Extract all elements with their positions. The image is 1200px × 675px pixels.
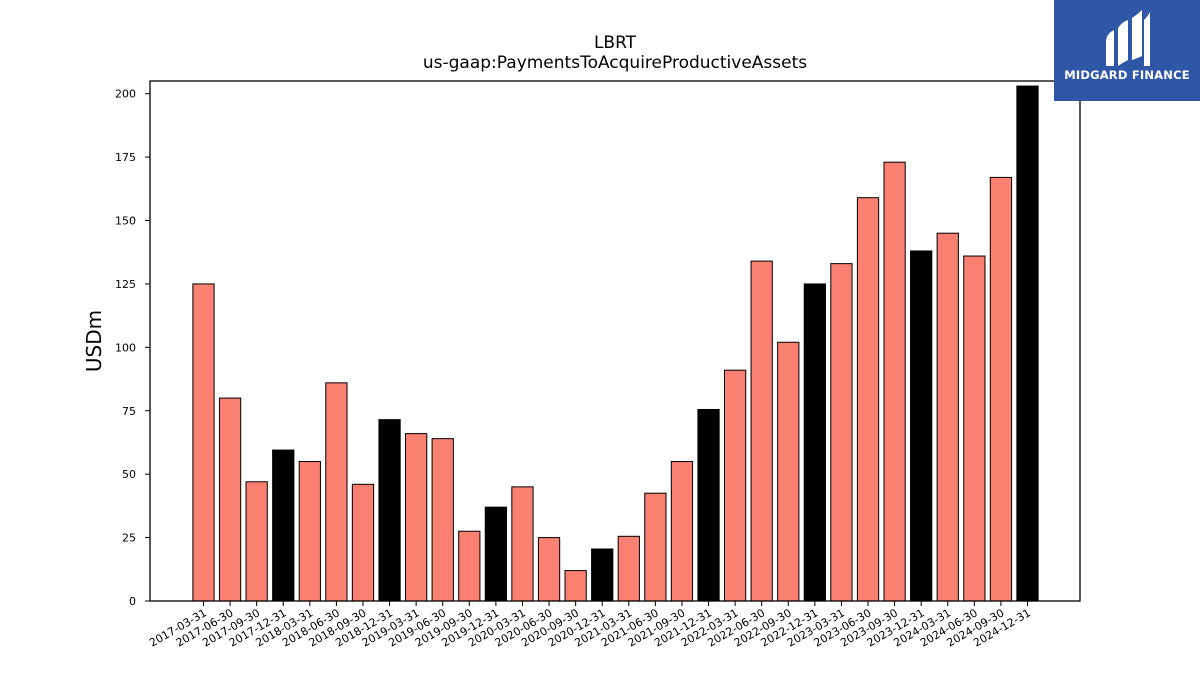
y-axis: 0 25 50 75 100 125 150 175 200 [115, 88, 150, 608]
y-tick-label: 150 [115, 215, 136, 228]
y-tick-label: 175 [115, 151, 136, 164]
bar-2024-03-31 [936, 232, 959, 602]
bar-2017-06-30 [218, 397, 242, 602]
bar-2019-09-30 [458, 530, 481, 602]
y-tick-label: 200 [115, 88, 136, 101]
bar-2017-03-31 [192, 283, 215, 602]
bar-2019-06-30 [431, 438, 454, 602]
bar-2018-09-30 [351, 483, 375, 602]
bar-2022-03-31 [723, 369, 747, 602]
bar-2024-06-30 [963, 255, 986, 602]
y-tick-label: 0 [129, 595, 136, 608]
bar-2018-03-31 [298, 460, 321, 602]
bar-2020-06-30 [537, 537, 561, 602]
bar-2018-12-31 [378, 419, 401, 602]
bar-2020-03-31 [511, 486, 534, 602]
bar-2023-06-30 [856, 197, 880, 602]
bars-group [192, 85, 1039, 602]
y-tick-label: 75 [122, 405, 136, 418]
y-tick-label: 125 [115, 278, 136, 291]
bar-2024-12-31 [1016, 85, 1039, 602]
bar-2021-03-31 [617, 535, 640, 602]
y-axis-label: USDm [82, 310, 106, 372]
bar-2021-12-31 [697, 408, 720, 602]
y-tick-label: 25 [122, 532, 136, 545]
y-tick-label: 100 [115, 341, 136, 354]
bar-2023-12-31 [910, 250, 933, 602]
bar-2022-06-30 [750, 260, 773, 602]
bar-2021-09-30 [670, 460, 694, 602]
bar-2020-12-31 [591, 548, 614, 602]
bar-2022-09-30 [777, 341, 800, 602]
bar-2021-06-30 [644, 492, 667, 602]
bar-2019-12-31 [484, 506, 508, 602]
bar-2019-03-31 [405, 433, 428, 602]
chart-subtitle: us-gaap:PaymentsToAcquireProductiveAsset… [423, 53, 807, 73]
bar-2023-09-30 [883, 161, 906, 602]
bar-2023-03-31 [830, 263, 853, 602]
plot-frame [149, 80, 1081, 602]
bar-2017-09-30 [245, 481, 268, 602]
bar-2022-12-31 [803, 283, 826, 602]
bar-2024-09-30 [989, 176, 1013, 602]
bar-2018-06-30 [325, 382, 348, 602]
y-tick-label: 50 [122, 468, 136, 481]
chart-title: LBRT [594, 33, 637, 53]
x-axis: 2017-03-312017-06-302017-09-302017-12-31… [147, 601, 1033, 650]
midgard-logo-icon [1106, 10, 1150, 66]
brand-name: MIDGARD FINANCE [1064, 68, 1190, 82]
brand-logo: MIDGARD FINANCE [1054, 0, 1200, 101]
bar-2017-12-31 [272, 449, 295, 602]
bar-2020-09-30 [564, 570, 587, 602]
